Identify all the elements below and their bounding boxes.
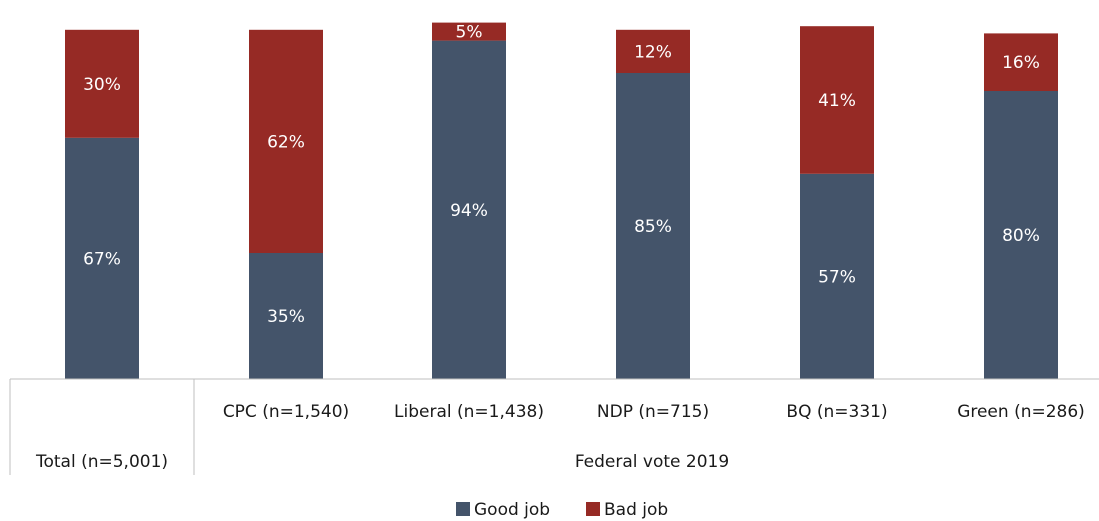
data-label-bad-3: 12% <box>634 42 672 62</box>
bar-bad-2 <box>432 22 506 41</box>
data-label-bad-2: 5% <box>456 23 483 43</box>
data-label-bad-4: 41% <box>818 91 856 111</box>
data-label-good-5: 80% <box>1002 226 1040 246</box>
category-label-3: NDP (n=715) <box>597 402 709 422</box>
data-label-good-4: 57% <box>818 267 856 287</box>
data-label-good-2: 94% <box>450 201 488 221</box>
data-label-good-3: 85% <box>634 217 672 237</box>
category-labels: Total (n=5,001) CPC (n=1,540) Liberal (n=1… <box>35 402 1085 472</box>
category-label-1: CPC (n=1,540) <box>223 402 349 422</box>
legend-label-good: Good job <box>474 500 550 520</box>
bar-good-2 <box>432 40 506 379</box>
bar-bad-1 <box>249 29 323 253</box>
bar-good-4 <box>800 173 874 379</box>
bar-good-3 <box>616 73 690 379</box>
data-label-bad-1: 62% <box>267 132 305 152</box>
category-label-2: Liberal (n=1,438) <box>394 402 544 422</box>
category-label-0: Total (n=5,001) <box>35 452 168 472</box>
bar-good-0 <box>65 137 139 379</box>
data-labels-layer: 67% 30% 35% 62% 94% 5% 85% 12% 57% 41% 80% 16% <box>83 23 1040 327</box>
data-label-good-0: 67% <box>83 249 121 269</box>
data-label-good-1: 35% <box>267 307 305 327</box>
bar-bad-4 <box>800 26 874 174</box>
category-label-5: Green (n=286) <box>957 402 1085 422</box>
legend: Good job Bad job <box>456 500 668 520</box>
bar-bad-5 <box>984 33 1058 91</box>
data-label-bad-0: 30% <box>83 75 121 95</box>
data-label-bad-5: 16% <box>1002 53 1040 73</box>
bar-good-5 <box>984 91 1058 379</box>
legend-swatch-good <box>456 502 470 516</box>
bars-layer <box>65 22 1058 379</box>
category-axis <box>9 378 1099 475</box>
legend-swatch-bad <box>586 502 600 516</box>
legend-label-bad: Bad job <box>604 500 668 520</box>
group-label: Federal vote 2019 <box>575 452 729 472</box>
bar-bad-3 <box>616 29 690 73</box>
bar-good-1 <box>249 253 323 379</box>
bar-bad-0 <box>65 29 139 138</box>
category-label-4: BQ (n=331) <box>786 402 887 422</box>
